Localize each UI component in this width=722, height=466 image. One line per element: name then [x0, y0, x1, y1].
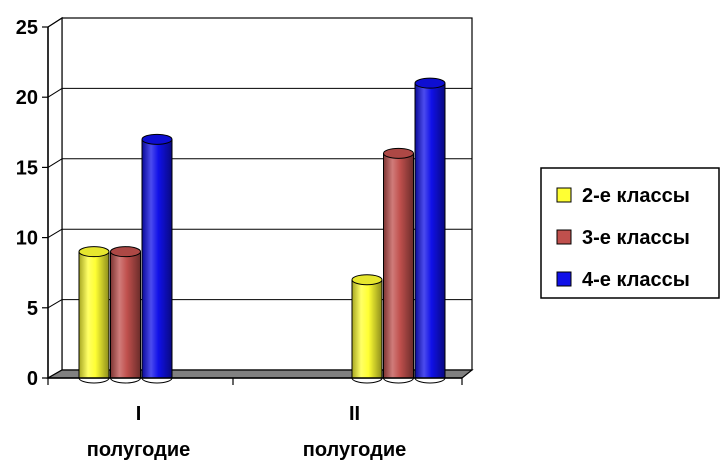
bar — [110, 246, 141, 384]
bar-top — [383, 147, 414, 159]
bar-body — [415, 83, 445, 378]
x-tick-label: II — [349, 403, 360, 425]
y-tick-label: 20 — [16, 87, 38, 109]
bar-top — [141, 133, 173, 145]
bar — [78, 246, 110, 384]
bar-top — [78, 246, 110, 258]
bar-body — [383, 153, 414, 378]
bar-outline — [351, 279, 383, 384]
y-tick-label: 0 — [27, 368, 38, 390]
bar — [351, 274, 383, 384]
legend-swatch — [556, 187, 572, 203]
bar-top — [110, 246, 141, 258]
gridline-side — [47, 228, 63, 239]
plot-side-wall — [47, 16, 63, 380]
bar-body — [142, 139, 172, 378]
x-tick-label: полугодие — [87, 439, 191, 461]
y-tick-label: 25 — [16, 17, 38, 39]
x-tick-label: полугодие — [303, 439, 407, 461]
bar-outline — [414, 83, 446, 384]
bars — [78, 77, 446, 384]
bar-body — [352, 279, 382, 378]
y-tick-label: 10 — [16, 228, 38, 250]
legend-label: 3-е классы — [582, 227, 690, 249]
gridline-side — [47, 299, 63, 309]
legend-label: 4-е классы — [582, 269, 690, 291]
bar-body — [110, 251, 141, 378]
bar-body — [79, 251, 109, 378]
bar-top — [351, 274, 383, 286]
bar — [414, 77, 446, 384]
y-axis: 0 5 10 15 20 25 — [16, 17, 49, 390]
x-tick-label: I — [136, 403, 142, 425]
bar-top — [414, 77, 446, 89]
bar-outline — [110, 251, 141, 384]
bar — [383, 147, 414, 384]
bar — [141, 133, 173, 384]
bar-outline — [383, 153, 414, 384]
bar-outline — [141, 139, 173, 384]
legend-swatch — [556, 229, 572, 245]
y-tick-label: 5 — [27, 298, 38, 320]
bar-outline — [78, 251, 110, 384]
gridline-side — [47, 87, 63, 98]
gridline-side — [47, 158, 63, 168]
y-tick-label: 15 — [16, 157, 38, 179]
gridline-side — [47, 17, 63, 28]
legend-swatch — [556, 271, 572, 287]
legend: 2-е классы 3-е классы 4-е классы — [540, 167, 720, 299]
legend-label: 2-е классы — [582, 185, 690, 207]
